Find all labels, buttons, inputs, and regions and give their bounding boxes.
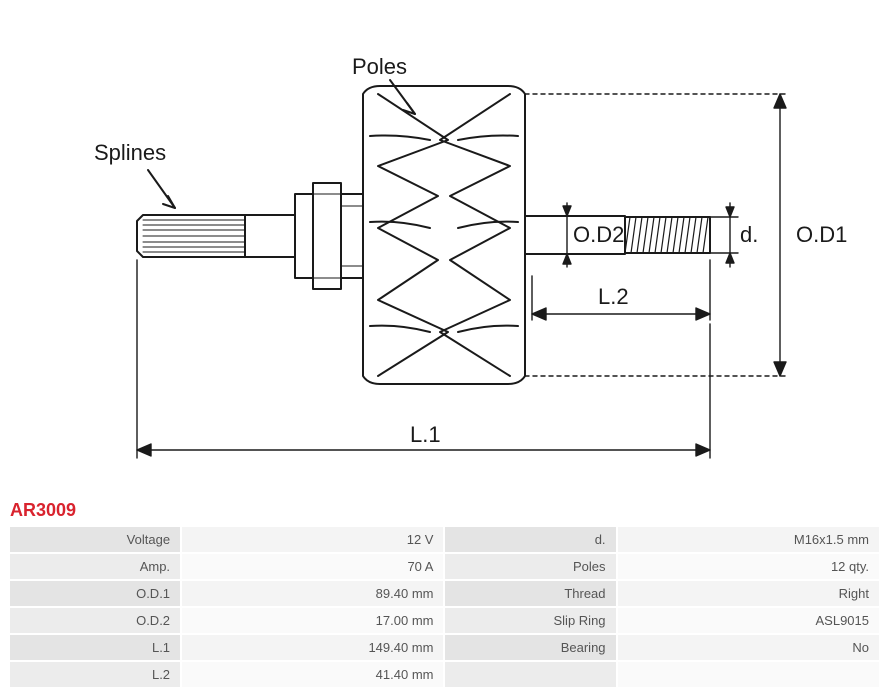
spec-val: 12 qty. xyxy=(618,554,879,579)
spec-key xyxy=(445,662,615,687)
splines-shaft xyxy=(137,215,245,257)
label-od1: O.D1 xyxy=(796,222,847,247)
rotor-drawing: Splines Poles xyxy=(0,0,889,490)
spec-val: 70 A xyxy=(182,554,443,579)
spec-key: L.1 xyxy=(10,635,180,660)
spec-val: M16x1.5 mm xyxy=(618,527,879,552)
label-l2: L.2 xyxy=(598,284,629,309)
label-od2: O.D2 xyxy=(573,222,624,247)
spec-key: L.2 xyxy=(10,662,180,687)
spec-row: L.1149.40 mmBearingNo xyxy=(10,635,879,660)
spec-key: Amp. xyxy=(10,554,180,579)
spec-val: 89.40 mm xyxy=(182,581,443,606)
spec-val: 17.00 mm xyxy=(182,608,443,633)
rotor-body xyxy=(363,86,525,384)
spec-key: Poles xyxy=(445,554,615,579)
spec-key: Slip Ring xyxy=(445,608,615,633)
spec-key: d. xyxy=(445,527,615,552)
spec-key: Voltage xyxy=(10,527,180,552)
spec-val xyxy=(618,662,879,687)
part-number: AR3009 xyxy=(10,500,76,521)
dim-od2 xyxy=(563,203,571,267)
spec-table: Voltage12 Vd.M16x1.5 mmAmp.70 APoles12 q… xyxy=(8,525,881,689)
spec-table-body: Voltage12 Vd.M16x1.5 mmAmp.70 APoles12 q… xyxy=(10,527,879,687)
spec-val: ASL9015 xyxy=(618,608,879,633)
spec-row: Voltage12 Vd.M16x1.5 mm xyxy=(10,527,879,552)
label-l1: L.1 xyxy=(410,422,441,447)
spec-val: No xyxy=(618,635,879,660)
spec-key: O.D.1 xyxy=(10,581,180,606)
label-poles: Poles xyxy=(352,54,407,79)
label-d: d. xyxy=(740,222,758,247)
technical-diagram: Splines Poles xyxy=(0,0,889,490)
spec-row: L.241.40 mm xyxy=(10,662,879,687)
spec-key: Thread xyxy=(445,581,615,606)
thread-section xyxy=(625,217,710,253)
spec-row: O.D.189.40 mmThreadRight xyxy=(10,581,879,606)
rotor-teeth xyxy=(370,94,518,376)
label-splines: Splines xyxy=(94,140,166,165)
spec-val: Right xyxy=(618,581,879,606)
spec-row: Amp.70 APoles12 qty. xyxy=(10,554,879,579)
spec-key: Bearing xyxy=(445,635,615,660)
spec-row: O.D.217.00 mmSlip RingASL9015 xyxy=(10,608,879,633)
spec-val: 149.40 mm xyxy=(182,635,443,660)
spec-key: O.D.2 xyxy=(10,608,180,633)
dim-d xyxy=(710,203,738,267)
spec-val: 41.40 mm xyxy=(182,662,443,687)
spec-val: 12 V xyxy=(182,527,443,552)
